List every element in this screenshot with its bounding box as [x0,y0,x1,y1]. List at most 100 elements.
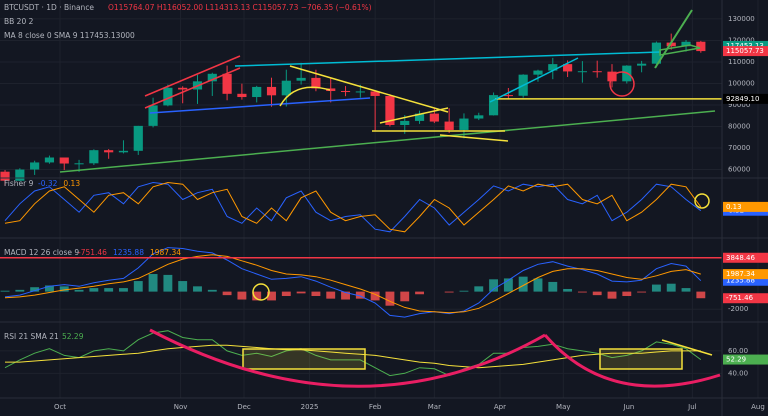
candle-body [681,41,691,47]
histogram-bar [15,289,25,292]
candle-body [340,91,351,93]
x-tick-label: Jul [687,403,697,411]
y-tick-label: 70000 [728,144,750,152]
ohlc: O115764.07 H116052.00 L114313.13 C115057… [108,3,372,12]
histogram-bar [311,291,321,297]
histogram-bar [696,291,706,299]
candle-body [326,88,336,92]
histogram-bar [59,286,69,292]
candle-body [651,42,662,64]
price-tag [723,354,768,365]
arc [149,328,546,388]
indicator: BB 20 2 [4,17,34,26]
flag [659,44,701,56]
candle-body [104,150,114,153]
indicator-line [4,254,701,314]
candle-body [370,91,380,96]
histogram-bar [563,288,573,292]
price-tag-label: 1235.88 [726,277,755,285]
arc [279,86,331,107]
price-tag [723,252,768,263]
indicator: MA 8 close 0 SMA 9 117453.13000 [4,31,135,40]
histogram-bar [622,291,632,297]
trend-line [489,57,579,103]
histogram-bar [74,289,84,292]
box [599,348,683,370]
price-tag-label: 92849.10 [726,95,759,103]
trend-line [289,65,449,113]
histogram-bar [252,291,262,301]
histogram-bar [370,291,380,301]
histogram-bar [444,291,454,293]
candle-body [400,120,410,126]
trend-line [149,97,371,114]
y-tick-label: -2000 [728,305,748,313]
labels: Oct Nov Dec 2025 Feb Mar Apr May Jun Jul Aug 60000 7… [38,15,768,411]
marks [0,33,722,377]
price-tag [723,40,768,51]
histogram-bar [415,291,424,295]
y-tick-label: 100000 [728,79,755,87]
histogram-bar [133,281,143,292]
price-tag [723,93,768,104]
candle-body [533,70,543,75]
histogram-bar [607,291,617,299]
candle-body [429,113,439,122]
circle [609,71,635,97]
price-tag [723,201,768,212]
y-tick-label: 60000 [728,166,750,174]
histogram-bar [45,285,54,292]
price-tag-label: -751.46 [726,294,754,302]
x-tick-label: Apr [494,403,506,411]
arrow [654,9,693,69]
trend-line [379,107,449,124]
histogram-bar [637,291,647,293]
x-tick-label: Oct [54,403,66,411]
histogram-bar [207,289,217,292]
y-tick-label: 120000 [728,36,755,44]
candle-body [488,95,499,116]
histogram-bar [518,276,528,292]
histogram-bar [163,274,173,292]
candle-body [414,113,425,121]
y-tick-label: 40.00 [728,369,748,377]
circle [252,283,270,301]
histogram-bar [326,291,336,299]
price-tag-label: 0.13 [726,203,742,211]
histogram-bar [267,291,276,301]
candle-body [311,77,321,89]
histogram-bar [666,283,676,292]
candle-body [163,87,173,106]
x-tick-label: May [556,403,570,411]
price-tag [723,269,768,280]
trend-line [144,67,241,109]
candle-body [355,91,365,93]
trend-line [144,55,241,97]
candle-body [696,41,706,52]
candle-body [548,64,558,71]
x-tick-label: Nov [174,403,188,411]
x-tick-label: Feb [369,403,382,411]
histogram-bar [533,278,543,292]
histogram-bar [119,288,128,292]
price-tag [723,275,768,286]
histogram-bar [459,290,469,292]
price-tag-label: 115057.73 [726,47,764,55]
candle-body [0,171,10,181]
candle-body [74,163,84,165]
histogram-bar [237,291,247,300]
histogram-bar [651,284,661,292]
legend-value: 1235.88 [113,248,144,257]
candle-body [577,71,587,73]
arc [543,334,721,388]
candle-body [296,77,306,81]
candle-body [89,150,99,164]
candle-body [637,63,647,66]
y-tick-label: 90000 [728,101,750,109]
drawings [59,9,721,388]
candle-body [444,121,454,130]
candle-body [592,71,602,73]
candle-body [44,157,55,163]
